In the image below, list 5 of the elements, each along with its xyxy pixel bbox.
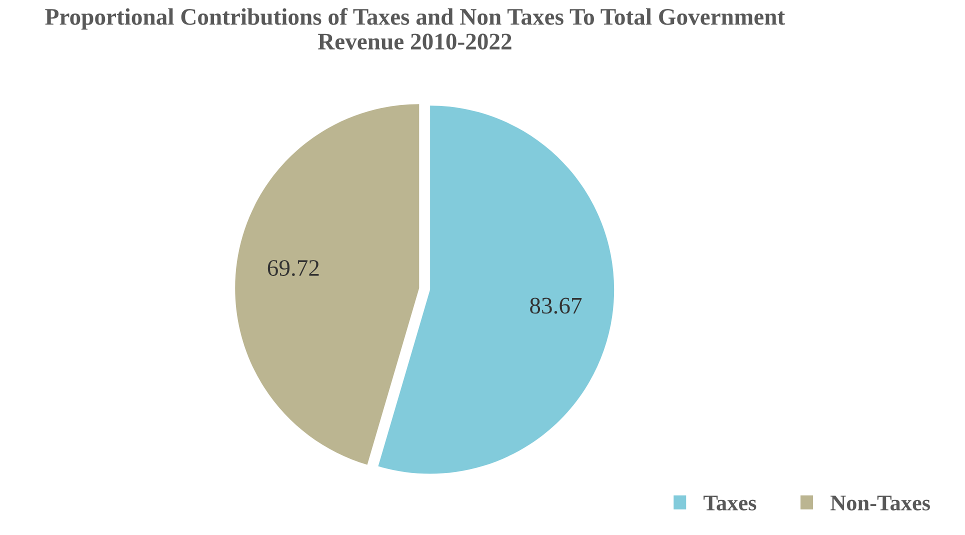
data-label: 83.67 — [530, 298, 582, 314]
data-label: 69.72 — [268, 260, 319, 276]
legend-label: Taxes — [704, 496, 756, 510]
legend-label: Non-Taxes — [830, 496, 930, 510]
chart-title: Proportional Contributions of Taxes and Non Taxes To Total Government Revenue 2010-2022 — [45, 8, 786, 50]
